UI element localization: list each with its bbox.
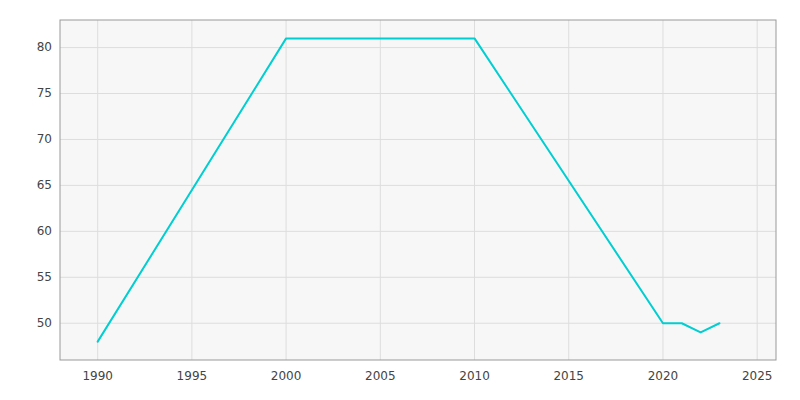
x-tick-label: 1995 — [177, 369, 208, 383]
x-tick-label: 2010 — [459, 369, 490, 383]
x-tick-label: 2000 — [271, 369, 302, 383]
y-grid-line — [60, 277, 776, 278]
y-grid-line — [60, 47, 776, 48]
x-grid-line — [380, 20, 381, 360]
x-grid-line — [757, 20, 758, 360]
x-grid-line — [568, 20, 569, 360]
chart-container: 50 55 60 65 70 75 80 1990 1995 2000 2005 2010 2015 20… — [0, 0, 800, 400]
y-grid-line — [60, 139, 776, 140]
y-tick-label: 60 — [37, 224, 52, 238]
x-tick-label: 2005 — [365, 369, 396, 383]
y-grid-line — [60, 185, 776, 186]
y-tick-label: 65 — [37, 178, 52, 192]
y-grid-line — [60, 93, 776, 94]
grid — [60, 20, 776, 360]
y-tick-label: 80 — [37, 40, 52, 54]
y-tick-label: 75 — [37, 86, 52, 100]
line — [98, 38, 720, 341]
x-grid-line — [474, 20, 475, 360]
x-tick-label: 2025 — [742, 369, 773, 383]
x-tick-label: 2015 — [553, 369, 584, 383]
plot-frame — [60, 20, 776, 360]
x-grid-line — [286, 20, 287, 360]
x-tick-label: 1990 — [82, 369, 113, 383]
x-grid-line — [662, 20, 663, 360]
y-tick-label: 70 — [37, 132, 52, 146]
x-grid-line — [97, 20, 98, 360]
chart-svg: 50 55 60 65 70 75 80 1990 1995 2000 2005 2010 2015 20… — [0, 0, 800, 400]
data-area — [98, 38, 720, 341]
plot-background — [60, 20, 776, 360]
x-tick-label: 2020 — [648, 369, 679, 383]
y-tick-label: 55 — [37, 270, 52, 284]
y-tick-label: 50 — [37, 316, 52, 330]
